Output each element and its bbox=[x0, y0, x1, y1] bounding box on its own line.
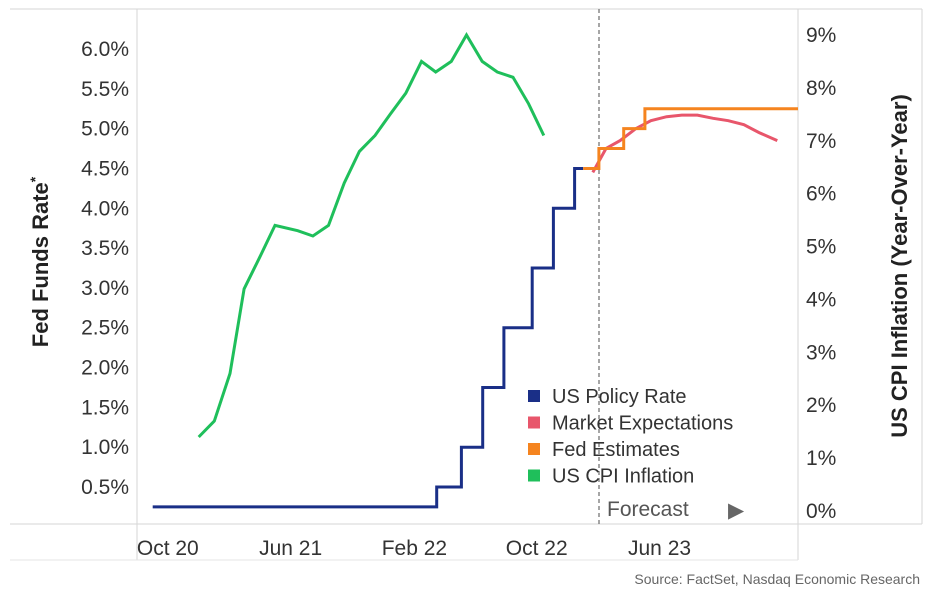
legend-swatch-us-cpi-inflation bbox=[528, 469, 540, 482]
left-axis-title: Fed Funds Rate* bbox=[27, 176, 53, 347]
left-tick-label: 3.0% bbox=[81, 277, 129, 300]
x-axis-ticks: Oct 20 Jun 21 Feb 22 Oct 22 Jun 23 bbox=[137, 537, 691, 560]
left-tick-label: 2.0% bbox=[81, 357, 129, 380]
legend-swatch-market-expectations bbox=[528, 416, 540, 429]
right-tick-label: 7% bbox=[806, 130, 836, 153]
right-axis-ticks: 0% 1% 2% 3% 4% 5% 6% 7% 8% 9% bbox=[806, 24, 836, 523]
us-cpi-inflation-line bbox=[197, 32, 546, 439]
right-tick-label: 6% bbox=[806, 183, 836, 206]
left-axis-title-text: Fed Funds Rate bbox=[28, 182, 53, 347]
legend-swatch-us-policy-rate bbox=[528, 390, 540, 402]
left-tick-label: 1.0% bbox=[81, 436, 129, 459]
right-tick-label: 5% bbox=[806, 236, 836, 259]
right-tick-label: 9% bbox=[806, 24, 836, 47]
forecast-label: Forecast bbox=[607, 498, 689, 521]
right-tick-label: 0% bbox=[806, 500, 836, 523]
plot-frame bbox=[10, 8, 923, 561]
source-note: Source: FactSet, Nasdaq Economic Researc… bbox=[634, 571, 920, 587]
series-lines bbox=[152, 32, 798, 509]
legend-swatch-fed-estimates bbox=[528, 443, 540, 455]
right-tick-label: 1% bbox=[806, 447, 836, 470]
left-tick-label: 4.0% bbox=[81, 197, 129, 220]
x-tick-label: Oct 22 bbox=[506, 537, 568, 560]
legend-label-us-cpi-inflation: US CPI Inflation bbox=[552, 466, 694, 488]
right-tick-label: 8% bbox=[806, 77, 836, 100]
right-tick-label: 2% bbox=[806, 394, 836, 417]
right-axis-title: US CPI Inflation (Year-Over-Year) bbox=[887, 94, 912, 438]
left-tick-label: 0.5% bbox=[81, 476, 129, 499]
forecast-arrow-icon: ▶ bbox=[728, 498, 745, 522]
legend-label-us-policy-rate: US Policy Rate bbox=[552, 386, 687, 408]
x-tick-label: Jun 23 bbox=[628, 537, 691, 560]
fed-estimates-line bbox=[583, 107, 798, 170]
right-tick-label: 4% bbox=[806, 288, 836, 311]
legend-label-market-expectations: Market Expectations bbox=[552, 413, 733, 435]
us-policy-rate-line bbox=[152, 167, 584, 509]
left-tick-label: 5.5% bbox=[81, 78, 129, 101]
legend: US Policy Rate Market Expectations Fed Est… bbox=[528, 386, 733, 488]
left-tick-label: 3.5% bbox=[81, 237, 129, 260]
right-tick-label: 3% bbox=[806, 341, 836, 364]
market-expectations-line bbox=[591, 113, 778, 174]
left-tick-label: 2.5% bbox=[81, 317, 129, 340]
left-axis-title-marker: * bbox=[27, 176, 43, 182]
legend-label-fed-estimates: Fed Estimates bbox=[552, 439, 680, 461]
left-tick-label: 4.5% bbox=[81, 157, 129, 180]
left-tick-label: 5.0% bbox=[81, 118, 129, 141]
x-tick-label: Jun 21 bbox=[259, 537, 322, 560]
x-tick-label: Oct 20 bbox=[137, 537, 199, 560]
left-axis-ticks: 0.5% 1.0% 1.5% 2.0% 2.5% 3.0% 3.5% 4.0% 4.5% 5.0%… bbox=[81, 38, 129, 499]
left-tick-label: 6.0% bbox=[81, 38, 129, 61]
x-tick-label: Feb 22 bbox=[382, 537, 447, 560]
left-tick-label: 1.5% bbox=[81, 396, 129, 419]
